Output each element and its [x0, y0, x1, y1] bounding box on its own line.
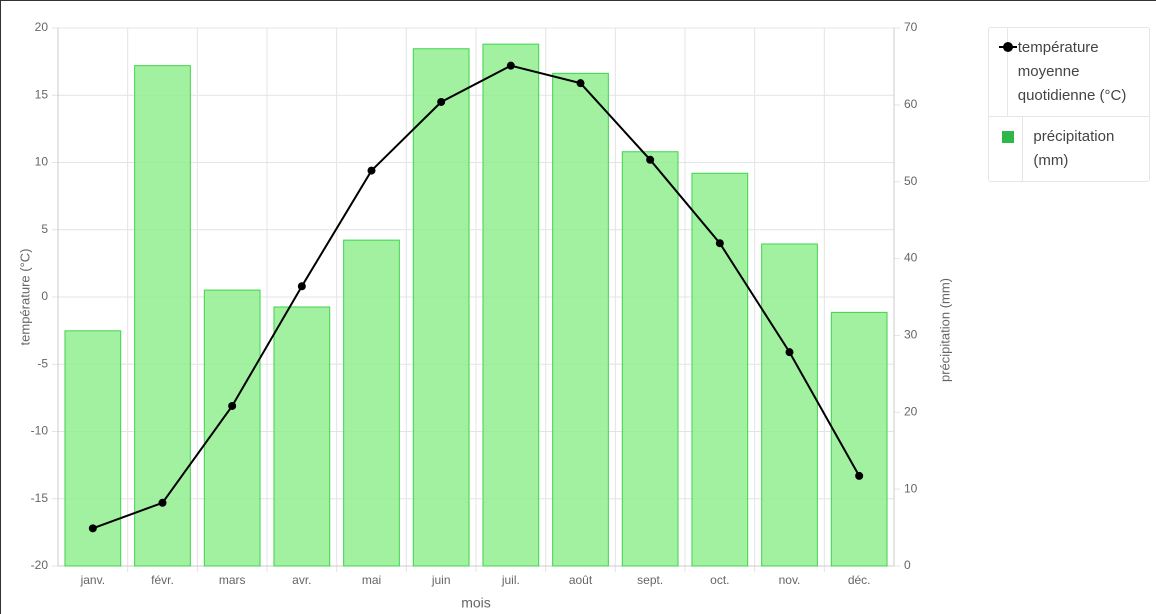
grid	[52, 27, 895, 572]
y-tick-label: 15	[35, 87, 49, 101]
x-tick-label: août	[569, 573, 593, 587]
x-tick-label: sept.	[637, 573, 663, 587]
x-tick-label: déc.	[848, 573, 871, 587]
x-tick-label: avr.	[292, 573, 311, 587]
point	[367, 166, 376, 175]
legend-swatch	[989, 28, 1017, 116]
legend-label: précipitation (mm)	[1033, 128, 1115, 169]
bar	[552, 72, 609, 567]
bar	[691, 172, 749, 567]
line	[92, 64, 861, 530]
point	[715, 239, 724, 248]
legend-item[interactable]: précipitation (mm)	[989, 117, 1149, 181]
x-tick-label: juin	[431, 573, 451, 587]
point	[297, 282, 306, 291]
y-axis-label: température (°C)	[17, 249, 32, 346]
y2-tick-label: 60	[904, 97, 918, 111]
y-tick-label: 20	[35, 20, 49, 34]
x-tick-label: oct.	[710, 573, 729, 587]
bar	[482, 43, 540, 567]
x-tick-label: juil.	[501, 573, 520, 587]
y2-tick-label: 30	[904, 328, 918, 342]
x-tick-label: mai	[362, 573, 381, 587]
y2-axis-label: précipitation (mm)	[937, 278, 952, 382]
y2-tick-label: 20	[904, 404, 918, 418]
x-axis-label: mois	[461, 595, 491, 611]
point	[506, 61, 515, 70]
bar	[203, 289, 261, 567]
legend-swatch	[989, 117, 1024, 181]
bar	[273, 306, 331, 567]
point	[88, 524, 97, 533]
y2-tick-label: 0	[904, 558, 911, 572]
x-tick-label: janv.	[80, 573, 105, 587]
y2-tick-label: 40	[904, 251, 918, 265]
point	[646, 155, 655, 164]
point	[158, 498, 167, 507]
point	[785, 348, 794, 357]
y-tick-label: 5	[41, 222, 48, 236]
bar	[412, 48, 470, 567]
legend: température moyenne quotidienne (°C) préc…	[988, 27, 1150, 182]
x-tick-label: nov.	[779, 573, 801, 587]
y2-tick-label: 50	[904, 174, 918, 188]
bar	[621, 151, 679, 567]
y-tick-label: 0	[41, 289, 48, 303]
point	[855, 471, 864, 480]
x-tick-label: févr.	[151, 573, 174, 587]
legend-item[interactable]: température moyenne quotidienne (°C)	[989, 28, 1149, 117]
y-tick-label: -15	[31, 491, 49, 505]
point	[228, 401, 237, 410]
legend-label: température moyenne quotidienne (°C)	[1017, 39, 1127, 104]
y2-tick-label: 10	[904, 481, 918, 495]
bar	[343, 239, 400, 567]
bar	[761, 243, 818, 567]
y-tick-label: -10	[31, 424, 49, 438]
x-tick-label: mars	[219, 573, 246, 587]
bar	[830, 311, 888, 567]
y-tick-label: -20	[31, 558, 49, 572]
y-tick-label: -5	[37, 356, 48, 370]
point	[437, 97, 446, 106]
y-tick-label: 10	[35, 155, 49, 169]
y2-tick-label: 70	[904, 20, 918, 34]
point	[576, 79, 585, 88]
bar	[134, 65, 191, 567]
